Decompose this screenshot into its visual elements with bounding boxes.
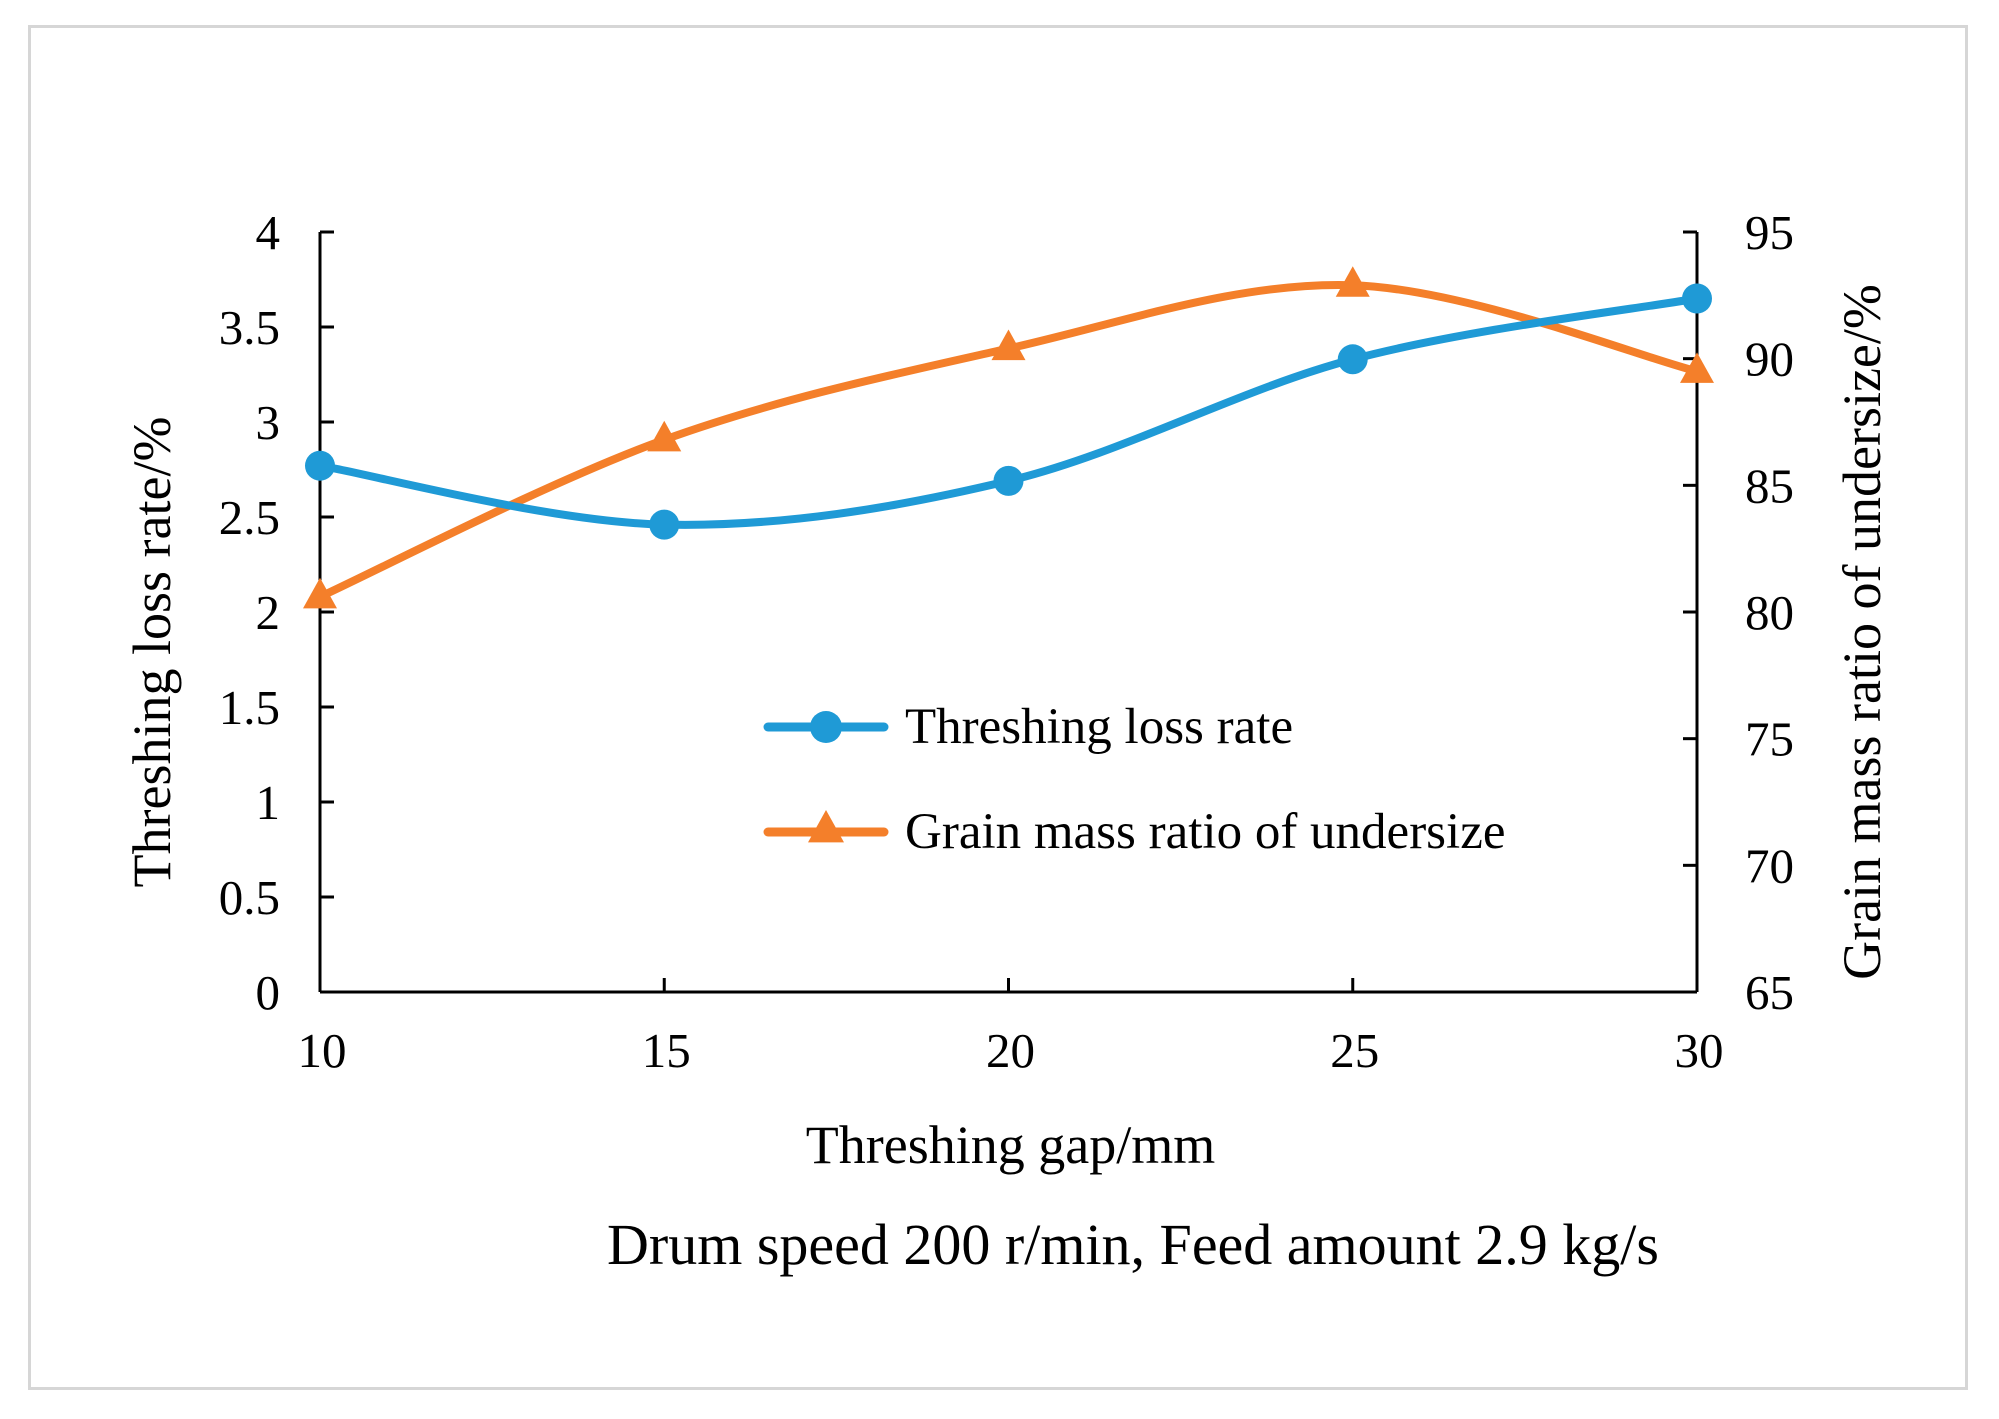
left-y-axis-title: Threshing loss rate/% (122, 417, 182, 888)
left-y-tick-label: 2.5 (219, 490, 280, 545)
figure-frame (28, 25, 1968, 1390)
right-y-tick-label: 75 (1745, 712, 1794, 767)
legend-label-threshing-loss-rate: Threshing loss rate (905, 699, 1293, 755)
chart-caption: Drum speed 200 r/min, Feed amount 2.9 kg… (607, 1212, 1659, 1277)
right-y-tick-label: 90 (1745, 332, 1794, 387)
data-point-grain-mass-ratio (991, 329, 1026, 361)
legend-label-grain-mass-ratio: Grain mass ratio of undersize (905, 804, 1505, 860)
left-y-tick-label: 0 (256, 965, 281, 1020)
left-y-tick-label: 1.5 (219, 680, 280, 735)
right-y-tick-label: 95 (1745, 205, 1794, 260)
data-point-grain-mass-ratio (1680, 352, 1714, 383)
left-y-tick-label: 1 (256, 775, 281, 830)
left-y-tick-label: 0.5 (219, 870, 280, 925)
right-y-tick-label: 85 (1745, 458, 1794, 513)
left-y-tick-label: 3 (256, 395, 281, 450)
x-tick-label: 20 (986, 1023, 1035, 1078)
series-layer (303, 266, 1714, 609)
right-y-tick-label: 70 (1745, 838, 1794, 893)
data-point-grain-mass-ratio (1335, 266, 1370, 297)
data-point-grain-mass-ratio (647, 420, 682, 452)
legend-marker-triangle (808, 810, 844, 843)
left-y-tick-label: 3.5 (219, 300, 280, 355)
x-axis-title: Threshing gap/mm (806, 1115, 1215, 1175)
tick-labels: 0 0.5 1 1.5 2 2.5 3 3.5 4 65 70 75 80 85 90 95 10 15 20 25 3… (219, 205, 1794, 1078)
legend: Threshing loss rate Grain mass ratio of … (763, 699, 1505, 860)
x-tick-label: 15 (642, 1023, 691, 1078)
data-point-threshing-loss-rate (649, 509, 680, 540)
right-y-axis-title: Grain mass ratio of undersize/% (1832, 284, 1892, 980)
x-tick-label: 30 (1675, 1023, 1724, 1078)
left-y-tick-label: 4 (256, 205, 281, 260)
data-point-grain-mass-ratio (303, 577, 337, 609)
data-point-threshing-loss-rate (1337, 344, 1368, 375)
data-point-threshing-loss-rate (305, 450, 335, 481)
data-point-threshing-loss-rate (1682, 283, 1712, 314)
tick-marks (318, 230, 1699, 994)
data-point-threshing-loss-rate (993, 465, 1024, 496)
x-tick-label: 10 (298, 1023, 347, 1078)
x-tick-label: 25 (1330, 1023, 1379, 1078)
left-y-tick-label: 2 (256, 585, 281, 640)
right-y-tick-label: 65 (1745, 965, 1794, 1020)
right-y-tick-label: 80 (1745, 585, 1794, 640)
legend-marker-circle (810, 711, 842, 743)
